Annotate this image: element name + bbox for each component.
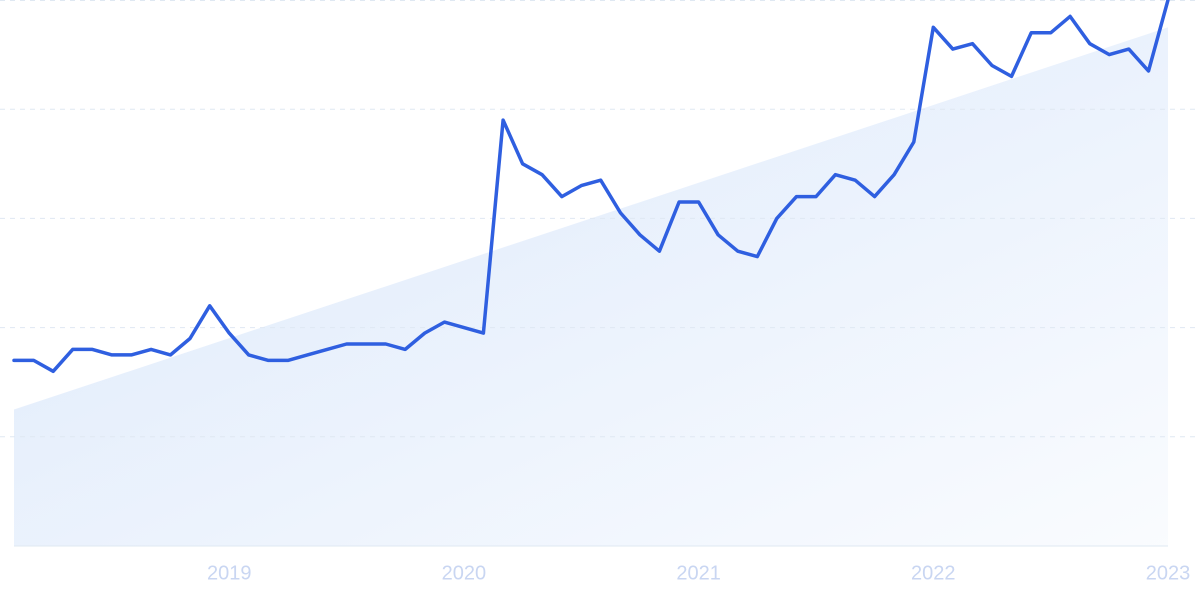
trend-area [14, 27, 1168, 547]
x-tick-label: 2019 [207, 562, 252, 584]
x-tick-label: 2022 [911, 562, 956, 584]
x-tick-label: 2021 [676, 562, 721, 584]
x-tick-label: 2020 [442, 562, 487, 584]
x-tick-label: 2023 [1146, 562, 1191, 584]
data-line [12, 0, 1170, 374]
